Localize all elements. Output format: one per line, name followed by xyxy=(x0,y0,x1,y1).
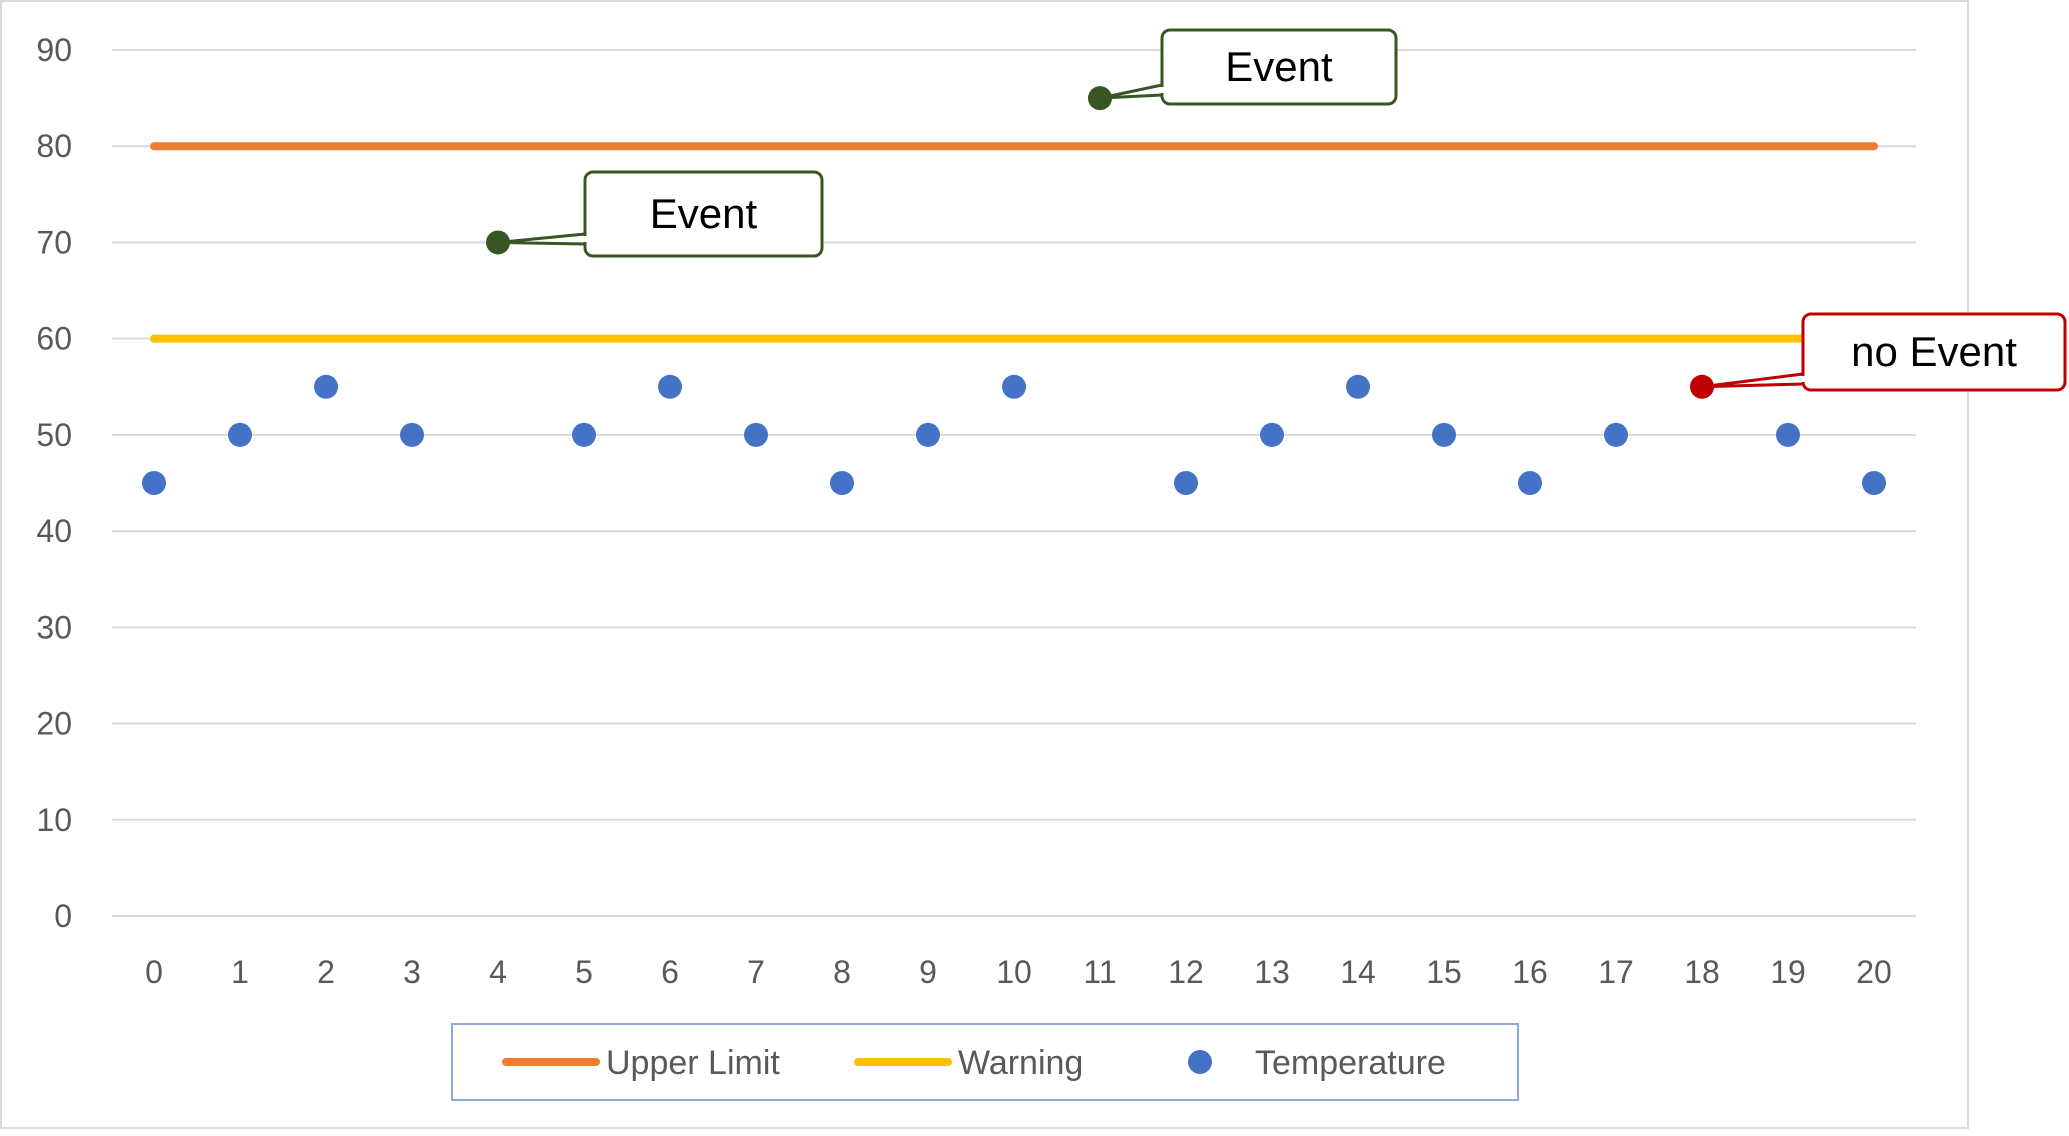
x-tick-label: 17 xyxy=(1598,954,1634,990)
data-point xyxy=(400,422,424,447)
callout-box xyxy=(1160,28,1398,106)
data-point xyxy=(916,422,940,447)
data-point xyxy=(142,471,166,495)
y-tick-label: 40 xyxy=(36,513,72,549)
x-tick-label: 11 xyxy=(1083,954,1116,990)
callout-box xyxy=(583,170,824,258)
data-point xyxy=(1002,374,1026,399)
data-point xyxy=(1260,422,1284,447)
x-tick-label: 18 xyxy=(1684,954,1720,990)
callout-3: no Event xyxy=(1691,312,2067,398)
x-tick-label: 8 xyxy=(833,954,851,990)
y-tick-label: 10 xyxy=(36,802,72,838)
legend-item-upper-limit: Upper Limit xyxy=(502,1044,780,1082)
x-tick-label: 5 xyxy=(575,954,593,990)
x-tick-label: 1 xyxy=(231,954,249,990)
x-tick-label: 0 xyxy=(145,954,163,990)
data-point xyxy=(228,422,252,447)
data-point xyxy=(1346,374,1370,399)
data-point xyxy=(314,374,338,399)
x-tick-label: 20 xyxy=(1856,954,1892,990)
callout-label: Event xyxy=(650,190,758,237)
callout-1: Event xyxy=(1089,28,1398,110)
x-tick-label: 6 xyxy=(661,954,679,990)
legend-label: Temperature xyxy=(1255,1044,1446,1082)
legend-box xyxy=(451,1023,1519,1101)
x-tick-label: 7 xyxy=(747,954,765,990)
data-point xyxy=(1432,422,1456,447)
data-point xyxy=(1776,422,1800,447)
y-tick-label: 20 xyxy=(36,706,72,742)
data-point xyxy=(744,422,768,447)
x-tick-label: 3 xyxy=(403,954,421,990)
y-tick-label: 80 xyxy=(36,128,72,164)
y-tick-label: 0 xyxy=(54,898,72,934)
x-tick-label: 15 xyxy=(1426,954,1462,990)
data-point xyxy=(1604,422,1628,447)
x-tick-label: 12 xyxy=(1168,954,1204,990)
callout-label: no Event xyxy=(1851,328,2017,375)
x-tick-label: 10 xyxy=(996,954,1032,990)
x-tick-label: 4 xyxy=(489,954,507,990)
x-tick-label: 14 xyxy=(1340,954,1376,990)
chart-border xyxy=(0,0,1969,1129)
callout-marker xyxy=(1089,87,1111,110)
x-tick-label: 13 xyxy=(1254,954,1290,990)
data-point xyxy=(1518,471,1542,495)
y-tick-label: 30 xyxy=(36,609,72,645)
callout-marker xyxy=(1691,375,1713,398)
legend: Upper Limit Warning Temperature xyxy=(451,1023,1519,1101)
x-tick-label: 19 xyxy=(1770,954,1806,990)
x-tick-label: 16 xyxy=(1512,954,1548,990)
legend-label: Upper Limit xyxy=(606,1044,780,1082)
x-tick-label: 9 xyxy=(919,954,937,990)
callout-box xyxy=(1801,312,2067,392)
callout-label: Event xyxy=(1225,43,1333,90)
legend-swatch-marker xyxy=(1188,1050,1212,1074)
y-tick-label: 60 xyxy=(36,321,72,357)
y-tick-label: 70 xyxy=(36,224,72,260)
callout-2: Event xyxy=(487,170,824,258)
data-point xyxy=(658,374,682,399)
data-point xyxy=(830,471,854,495)
x-tick-label: 2 xyxy=(317,954,335,990)
line-series-layer xyxy=(150,142,1878,343)
y-tick-label: 90 xyxy=(36,32,72,68)
y-tick-label: 50 xyxy=(36,417,72,453)
y-axis: 0 10 20 30 40 50 60 70 80 90 xyxy=(36,32,72,934)
legend-label: Warning xyxy=(958,1044,1083,1082)
data-point xyxy=(572,422,596,447)
legend-item-temperature: Temperature xyxy=(1188,1044,1446,1082)
x-axis: 0 1 2 3 4 5 6 7 8 9 10 11 12 13 14 15 16 17 18 19 20 xyxy=(145,954,1892,990)
data-point xyxy=(1862,471,1886,495)
callout-marker xyxy=(487,231,509,254)
legend-item-warning: Warning xyxy=(854,1044,1083,1082)
data-point xyxy=(1174,471,1198,495)
callout-layer: Event Event no Event xyxy=(487,28,2067,398)
